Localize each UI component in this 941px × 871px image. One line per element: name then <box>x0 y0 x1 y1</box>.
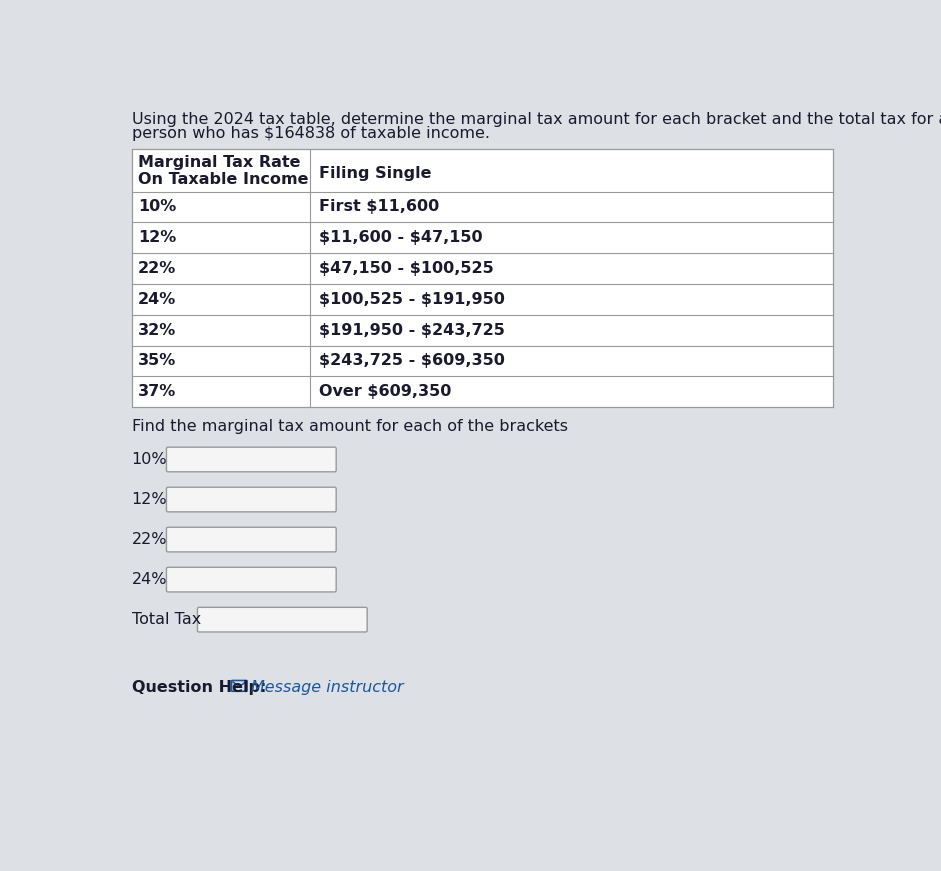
Text: Find the marginal tax amount for each of the brackets: Find the marginal tax amount for each of… <box>132 420 567 435</box>
Text: \$243,725 - \$609,350: \$243,725 - \$609,350 <box>319 354 505 368</box>
Text: Message instructor: Message instructor <box>251 679 404 695</box>
Text: \$11,600 - \$47,150: \$11,600 - \$47,150 <box>319 230 483 246</box>
Text: \$191,950 - \$243,725: \$191,950 - \$243,725 <box>319 322 505 338</box>
FancyBboxPatch shape <box>167 447 336 472</box>
Text: Over \$609,350: Over \$609,350 <box>319 384 452 399</box>
Text: 22%: 22% <box>132 532 167 547</box>
Text: 22%: 22% <box>137 261 176 276</box>
Text: First \$11,600: First \$11,600 <box>319 199 439 214</box>
Text: Marginal Tax Rate: Marginal Tax Rate <box>137 155 300 171</box>
Text: 24%: 24% <box>137 292 176 307</box>
Text: 37%: 37% <box>137 384 176 399</box>
Text: Using the 2024 tax table, determine the marginal tax amount for each bracket and: Using the 2024 tax table, determine the … <box>132 112 941 127</box>
FancyBboxPatch shape <box>167 567 336 592</box>
Text: 10%: 10% <box>132 452 167 467</box>
Text: 32%: 32% <box>137 322 176 338</box>
Text: 24%: 24% <box>132 572 167 587</box>
Text: person who has $164838 of taxable income.: person who has $164838 of taxable income… <box>132 126 489 141</box>
Text: 35%: 35% <box>137 354 176 368</box>
Text: Filing Single: Filing Single <box>319 166 432 181</box>
Text: Total Tax: Total Tax <box>132 612 200 627</box>
FancyBboxPatch shape <box>167 487 336 512</box>
Text: \$47,150 - \$100,525: \$47,150 - \$100,525 <box>319 261 494 276</box>
Text: 10%: 10% <box>137 199 176 214</box>
Text: \$100,525 - \$191,950: \$100,525 - \$191,950 <box>319 292 505 307</box>
FancyBboxPatch shape <box>198 607 367 632</box>
Text: 12%: 12% <box>137 230 176 246</box>
Text: On Taxable Income: On Taxable Income <box>137 172 309 187</box>
Text: Question Help:: Question Help: <box>132 679 266 695</box>
FancyBboxPatch shape <box>167 527 336 552</box>
Text: 12%: 12% <box>132 492 167 507</box>
Bar <box>132 149 833 407</box>
